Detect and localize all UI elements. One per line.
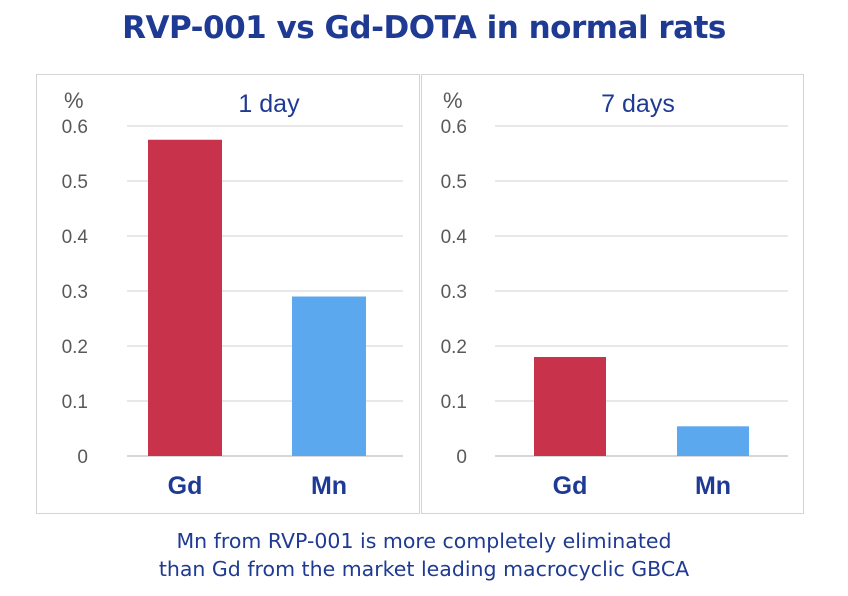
y-tick-label: 0.5 [62, 172, 88, 193]
y-tick-label: 0.6 [441, 117, 467, 138]
x-category-label: Gd [553, 472, 588, 500]
y-tick-label: 0.3 [441, 282, 467, 303]
y-tick-label: 0.2 [62, 337, 88, 358]
y-axis-label: % [64, 88, 84, 113]
x-category-label: Gd [168, 472, 203, 500]
x-category-label: Mn [695, 472, 731, 500]
y-tick-label: 0.6 [62, 117, 88, 138]
y-tick-label: 0.2 [441, 337, 467, 358]
y-axis-label: % [443, 88, 463, 113]
bar-mn [677, 426, 749, 456]
y-tick-label: 0.5 [441, 172, 467, 193]
y-tick-label: 0.4 [62, 227, 89, 248]
caption-line-1: Mn from RVP-001 is more completely elimi… [176, 529, 672, 553]
chart-panel-7-days: 0 0.1 0.2 0.3 0.4 0.5 0.6% 7 days Gd Mn [421, 74, 804, 514]
y-tick-label: 0 [77, 447, 88, 468]
bar-gd [148, 139, 222, 456]
panel-title: 7 days [601, 90, 675, 118]
caption-line-2: than Gd from the market leading macrocyc… [158, 557, 690, 581]
x-category-label: Mn [311, 472, 347, 500]
panel-title: 1 day [238, 90, 300, 118]
y-tick-label: 0.1 [441, 392, 467, 413]
y-tick-label: 0.4 [441, 227, 468, 248]
caption: Mn from RVP-001 is more completely elimi… [0, 527, 848, 583]
chart-title: RVP-001 vs Gd-DOTA in normal rats [122, 10, 726, 46]
bar-gd [534, 357, 606, 456]
bar-mn [292, 296, 366, 456]
y-tick-label: 0.3 [62, 282, 88, 303]
y-tick-label: 0 [456, 447, 467, 468]
bar-chart-1-day: 0 0.1 0.2 0.3 0.4 0.5 0.6% 1 day Gd Mn [62, 88, 403, 500]
bar-chart-7-days: 0 0.1 0.2 0.3 0.4 0.5 0.6% 7 days Gd Mn [441, 88, 788, 500]
y-tick-label: 0.1 [62, 392, 88, 413]
chart-panel-1-day: 0 0.1 0.2 0.3 0.4 0.5 0.6% 1 day Gd Mn [36, 74, 420, 514]
